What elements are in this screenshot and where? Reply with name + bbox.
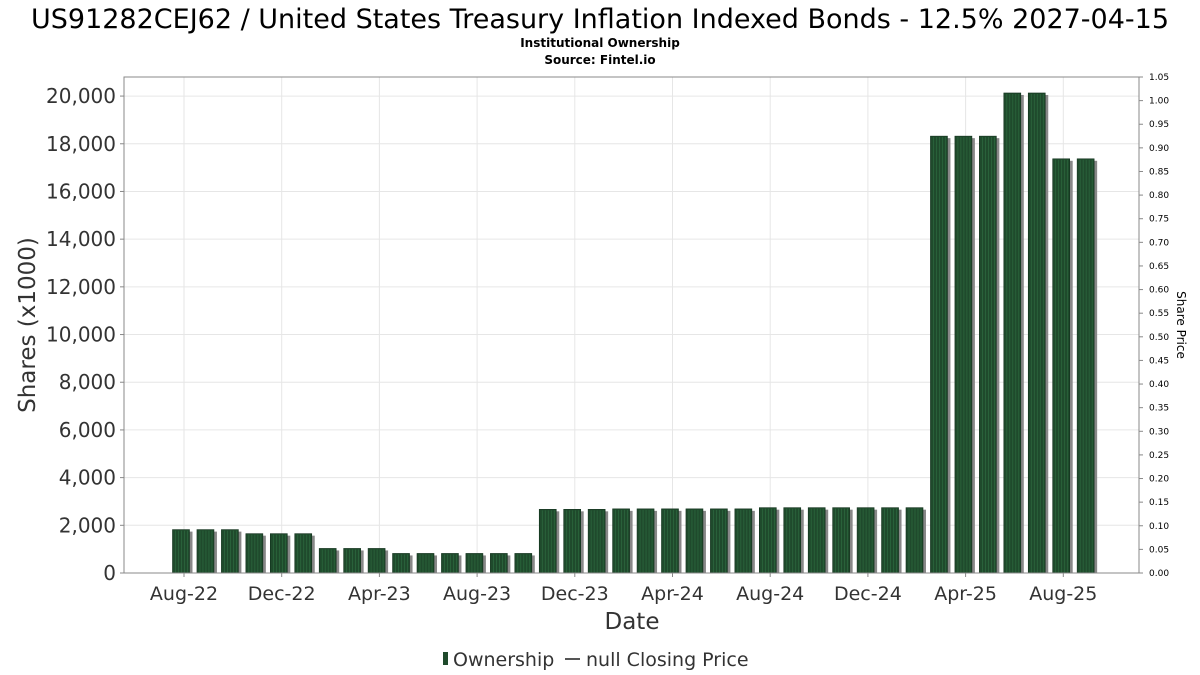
ownership-bar	[1027, 92, 1046, 574]
ownership-bar	[783, 507, 802, 574]
ownership-bar	[416, 553, 435, 574]
y-axis-ticks: 0 2,000 4,000 6,000 8,000 10,000 12,000 14,000 1…	[46, 84, 124, 585]
y2-tick-label: 0.35	[1149, 404, 1169, 414]
legend-ownership-swatch	[443, 652, 448, 665]
ownership-bar	[954, 135, 973, 574]
ownership-bar	[294, 533, 313, 574]
y2-tick-label: 0.15	[1149, 498, 1169, 508]
ownership-bar	[1003, 92, 1022, 574]
x-tick-label: Apr-23	[348, 583, 411, 605]
ownership-bar	[196, 529, 215, 574]
ownership-bar	[661, 508, 679, 574]
x-tick-label: Dec-24	[834, 583, 902, 605]
ownership-bar	[318, 548, 337, 574]
ownership-bar	[612, 508, 630, 574]
y2-tick-label: 0.95	[1149, 120, 1169, 130]
y2-tick-label: 0.85	[1149, 167, 1169, 177]
ownership-bar	[856, 507, 875, 574]
ownership-bar	[881, 507, 899, 574]
ownership-bar	[636, 508, 655, 574]
ownership-bar	[245, 533, 264, 574]
ownership-bar	[930, 135, 948, 574]
y-tick-label: 6,000	[59, 418, 116, 442]
x-tick-label: Dec-22	[248, 583, 316, 605]
ownership-bar	[172, 529, 190, 574]
y-tick-label: 4,000	[59, 466, 116, 490]
y-tick-label: 20,000	[46, 84, 116, 108]
ownership-bar	[710, 508, 728, 574]
x-axis-label: Date	[605, 609, 660, 635]
ownership-bar	[490, 553, 508, 574]
y2-tick-label: 0.40	[1149, 380, 1169, 390]
y2-tick-label: 0.75	[1149, 215, 1169, 225]
chart-subtitle: Institutional Ownership	[520, 36, 680, 50]
y-axis-label: Shares (x1000)	[15, 237, 41, 413]
y2-tick-label: 1.05	[1149, 73, 1169, 83]
ownership-bar	[269, 533, 288, 574]
y2-tick-label: 0.20	[1149, 475, 1169, 485]
legend-ownership-label: Ownership	[453, 649, 554, 671]
ownership-bar	[734, 508, 753, 574]
x-tick-label: Apr-25	[934, 583, 997, 605]
ownership-bar	[1076, 158, 1095, 574]
x-axis-ticks: Aug-22 Dec-22 Apr-23 Aug-23 Dec-23 Apr-24 Aug-…	[150, 573, 1097, 605]
ownership-bar	[465, 553, 484, 574]
y-tick-label: 18,000	[46, 132, 116, 156]
ownership-bar	[832, 507, 850, 574]
y2-tick-label: 0.30	[1149, 427, 1169, 437]
legend: Ownership null Closing Price	[443, 649, 749, 671]
ownership-bar	[587, 509, 606, 574]
y2-tick-label: 0.45	[1149, 356, 1169, 366]
plot-frame	[123, 76, 1140, 574]
ownership-bar	[563, 509, 582, 574]
y-tick-label: 10,000	[46, 323, 116, 347]
ownership-bar	[685, 508, 704, 574]
ownership-bar	[979, 135, 997, 574]
x-tick-label: Apr-24	[641, 583, 704, 605]
x-tick-label: Aug-23	[443, 583, 511, 605]
grid-lines	[124, 77, 1139, 574]
ownership-bar	[343, 548, 361, 574]
ownership-bar	[1052, 158, 1070, 574]
legend-closing-price-label: null Closing Price	[586, 649, 749, 671]
ownership-bar	[758, 507, 777, 574]
y-tick-label: 0	[103, 561, 116, 585]
y2-tick-label: 0.00	[1149, 569, 1169, 579]
y2-tick-label: 0.80	[1149, 191, 1169, 201]
y-tick-label: 2,000	[59, 513, 116, 537]
ownership-bar	[367, 548, 386, 574]
y2-axis-label: Share Price	[1174, 291, 1188, 359]
y2-tick-label: 0.50	[1149, 333, 1169, 343]
ownership-bar	[392, 553, 410, 574]
y-tick-label: 12,000	[46, 275, 116, 299]
y-tick-label: 16,000	[46, 179, 116, 203]
bars-group	[172, 92, 1098, 574]
y2-tick-label: 1.00	[1149, 97, 1169, 107]
y2-tick-label: 0.05	[1149, 545, 1169, 555]
x-tick-label: Dec-23	[541, 583, 609, 605]
ownership-bar	[221, 529, 239, 574]
ownership-bar	[514, 553, 533, 574]
y2-axis-ticks: 0.00 0.05 0.10 0.15 0.20 0.25 0.30 0.35 0.40 0.45…	[1139, 73, 1169, 579]
ownership-bar	[441, 553, 459, 574]
x-tick-label: Aug-24	[736, 583, 804, 605]
y2-tick-label: 0.70	[1149, 238, 1169, 248]
ownership-bar	[538, 509, 557, 574]
chart-title: US91282CEJ62 / United States Treasury In…	[31, 4, 1169, 35]
y2-tick-label: 0.55	[1149, 309, 1169, 319]
chart-source: Source: Fintel.io	[544, 53, 655, 67]
ownership-bar	[807, 507, 826, 574]
y2-tick-label: 0.90	[1149, 144, 1169, 154]
y2-tick-label: 0.60	[1149, 286, 1169, 296]
y2-tick-label: 0.10	[1149, 522, 1169, 532]
y2-tick-label: 0.65	[1149, 262, 1169, 272]
y-tick-label: 8,000	[59, 370, 116, 394]
x-tick-label: Aug-25	[1029, 583, 1097, 605]
ownership-bar	[905, 507, 924, 574]
y2-tick-label: 0.25	[1149, 451, 1169, 461]
x-tick-label: Aug-22	[150, 583, 218, 605]
y-tick-label: 14,000	[46, 227, 116, 251]
